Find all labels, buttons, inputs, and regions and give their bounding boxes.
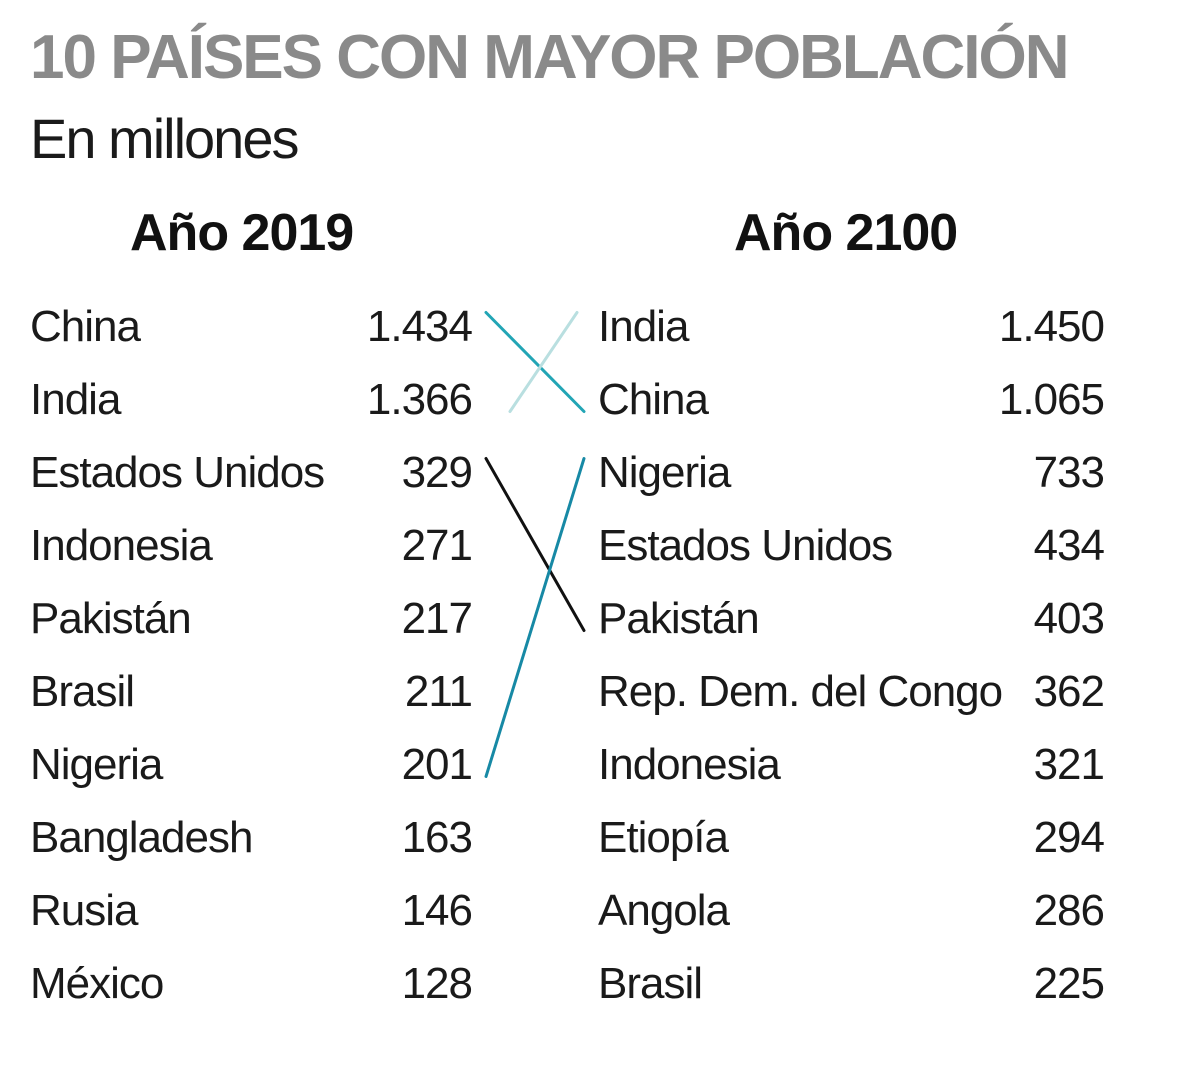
table-row: Angola 286 <box>598 874 1105 947</box>
population-value: 403 <box>1033 594 1105 643</box>
table-row: Pakistán 217 <box>30 582 473 655</box>
country-name: Bangladesh <box>30 813 253 862</box>
population-value: 329 <box>401 448 473 497</box>
table-row: Brasil 225 <box>598 947 1105 1020</box>
table-row: Estados Unidos 434 <box>598 509 1105 582</box>
ranking-list-2019: China 1.434 India 1.366 Estados Unidos 329 … <box>30 290 473 1020</box>
population-value: 146 <box>401 886 473 935</box>
connector-line <box>484 457 586 778</box>
country-name: Nigeria <box>598 448 731 497</box>
country-name: Rep. Dem. del Congo <box>598 667 1003 716</box>
table-row: Rusia 146 <box>30 874 473 947</box>
table-row: India 1.450 <box>598 290 1105 363</box>
table-row: Nigeria 733 <box>598 436 1105 509</box>
country-name: Etiopía <box>598 813 729 862</box>
population-value: 294 <box>1033 813 1105 862</box>
population-value: 1.366 <box>366 375 473 424</box>
table-row: Brasil 211 <box>30 655 473 728</box>
country-name: Brasil <box>30 667 135 716</box>
country-name: India <box>598 302 689 351</box>
population-value: 201 <box>401 740 473 789</box>
chart-subtitle: En millones <box>30 107 299 170</box>
table-row: Bangladesh 163 <box>30 801 473 874</box>
population-value: 434 <box>1033 521 1105 570</box>
country-name: Estados Unidos <box>598 521 893 570</box>
chart-title: 10 PAÍSES CON MAYOR POBLACIÓN <box>30 23 1070 92</box>
population-value: 1.450 <box>998 302 1105 351</box>
ranking-list-2100: India 1.450 China 1.065 Nigeria 733 Estados… <box>598 290 1105 1020</box>
table-row: India 1.366 <box>30 363 473 436</box>
column-header-2019: Año 2019 <box>130 204 354 262</box>
table-row: Indonesia 321 <box>598 728 1105 801</box>
population-value: 1.065 <box>998 375 1105 424</box>
population-value: 163 <box>401 813 473 862</box>
table-row: China 1.434 <box>30 290 473 363</box>
table-row: Rep. Dem. del Congo 362 <box>598 655 1105 728</box>
table-row: Pakistán 403 <box>598 582 1105 655</box>
table-row: México 128 <box>30 947 473 1020</box>
connector-line <box>484 311 586 413</box>
population-value: 286 <box>1033 886 1105 935</box>
country-name: Estados Unidos <box>30 448 325 497</box>
country-name: México <box>30 959 164 1008</box>
table-row: Nigeria 201 <box>30 728 473 801</box>
table-row: China 1.065 <box>598 363 1105 436</box>
country-name: Rusia <box>30 886 138 935</box>
table-row: Indonesia 271 <box>30 509 473 582</box>
country-name: China <box>30 302 141 351</box>
population-value: 128 <box>401 959 473 1008</box>
population-value: 362 <box>1033 667 1105 716</box>
country-name: Angola <box>598 886 730 935</box>
country-name: Indonesia <box>30 521 213 570</box>
country-name: Nigeria <box>30 740 163 789</box>
population-value: 211 <box>404 667 473 716</box>
country-name: Brasil <box>598 959 703 1008</box>
population-value: 1.434 <box>366 302 473 351</box>
table-row: Estados Unidos 329 <box>30 436 473 509</box>
country-name: Indonesia <box>598 740 781 789</box>
connector-line <box>484 457 586 632</box>
population-value: 321 <box>1033 740 1105 789</box>
population-value: 733 <box>1033 448 1105 497</box>
country-name: Pakistán <box>30 594 192 643</box>
table-row: Etiopía 294 <box>598 801 1105 874</box>
country-name: Pakistán <box>598 594 760 643</box>
population-value: 225 <box>1033 959 1105 1008</box>
population-value: 271 <box>401 521 473 570</box>
country-name: China <box>598 375 709 424</box>
connector-line <box>508 311 579 413</box>
column-header-2100: Año 2100 <box>734 204 958 262</box>
population-value: 217 <box>401 594 473 643</box>
country-name: India <box>30 375 121 424</box>
